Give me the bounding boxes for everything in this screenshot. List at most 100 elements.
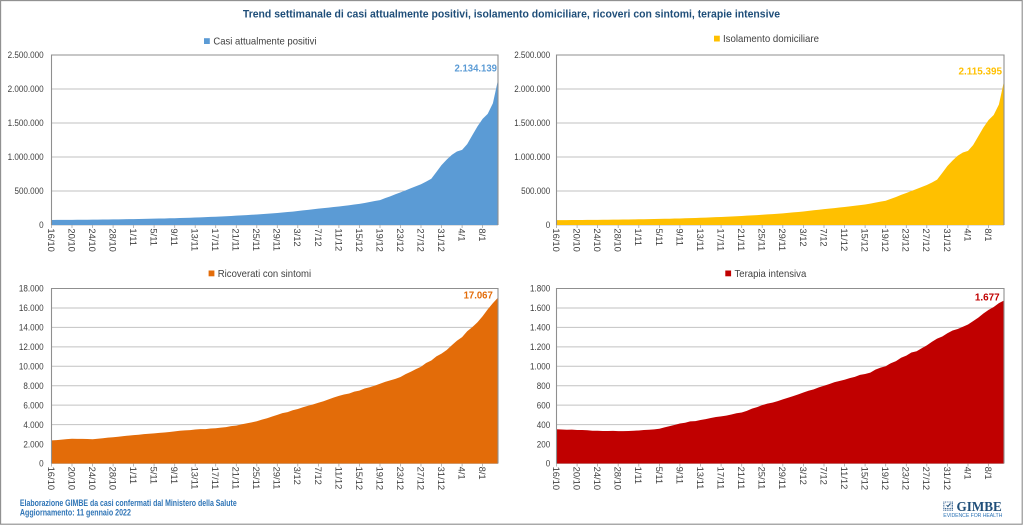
svg-text:6.000: 6.000: [23, 400, 43, 410]
svg-text:5/11: 5/11: [149, 467, 160, 485]
svg-text:0: 0: [546, 220, 551, 230]
svg-text:0: 0: [39, 220, 44, 230]
svg-text:17.067: 17.067: [464, 291, 494, 302]
svg-text:16/10: 16/10: [46, 228, 57, 251]
svg-text:4/1: 4/1: [457, 467, 468, 480]
svg-text:400: 400: [537, 420, 550, 430]
svg-text:1.600: 1.600: [530, 303, 550, 313]
svg-text:500.000: 500.000: [15, 186, 44, 196]
svg-text:15/12: 15/12: [354, 228, 365, 251]
svg-text:13/11: 13/11: [190, 228, 201, 251]
svg-text:Terapia intensiva: Terapia intensiva: [735, 269, 807, 280]
svg-text:14.000: 14.000: [19, 323, 44, 333]
svg-text:2.000: 2.000: [23, 439, 43, 449]
svg-text:25/11: 25/11: [757, 467, 768, 490]
svg-text:3/12: 3/12: [798, 228, 809, 246]
svg-text:1.000.000: 1.000.000: [8, 152, 44, 162]
svg-text:16/10: 16/10: [46, 467, 57, 490]
svg-text:23/12: 23/12: [395, 467, 406, 490]
svg-text:17/11: 17/11: [716, 228, 727, 251]
svg-text:28/10: 28/10: [108, 228, 119, 251]
svg-text:1.000: 1.000: [530, 361, 550, 371]
svg-text:25/11: 25/11: [251, 228, 262, 251]
svg-text:27/12: 27/12: [415, 228, 426, 251]
svg-text:24/10: 24/10: [87, 228, 98, 251]
svg-text:31/12: 31/12: [436, 467, 447, 490]
svg-text:20/10: 20/10: [66, 467, 77, 490]
svg-text:2.115.395: 2.115.395: [959, 66, 1003, 77]
svg-text:2.500.000: 2.500.000: [514, 50, 550, 60]
svg-text:1/11: 1/11: [633, 467, 644, 485]
svg-text:0: 0: [546, 459, 551, 469]
svg-text:Isolamento domiciliare: Isolamento domiciliare: [723, 34, 819, 45]
svg-text:8/1: 8/1: [983, 467, 994, 480]
svg-text:3/12: 3/12: [292, 467, 303, 485]
svg-text:13/11: 13/11: [190, 467, 201, 490]
svg-text:27/12: 27/12: [415, 467, 426, 490]
svg-text:2.134.139: 2.134.139: [455, 64, 498, 75]
svg-text:4/1: 4/1: [962, 228, 973, 241]
svg-text:7/12: 7/12: [313, 228, 324, 246]
svg-text:1.677: 1.677: [975, 292, 1000, 303]
svg-text:15/12: 15/12: [354, 467, 365, 490]
svg-text:800: 800: [537, 381, 550, 391]
svg-text:13/11: 13/11: [695, 228, 706, 251]
svg-text:17/11: 17/11: [210, 467, 221, 490]
svg-text:Trend settimanale di casi attu: Trend settimanale di casi attualmente po…: [243, 8, 780, 20]
svg-text:21/11: 21/11: [736, 228, 747, 251]
svg-text:17/11: 17/11: [210, 228, 221, 251]
svg-text:7/12: 7/12: [818, 228, 829, 246]
svg-text:1.500.000: 1.500.000: [514, 118, 550, 128]
svg-text:19/12: 19/12: [880, 228, 891, 251]
svg-text:7/12: 7/12: [313, 467, 324, 485]
svg-text:15/12: 15/12: [860, 228, 871, 251]
svg-text:25/11: 25/11: [251, 467, 262, 490]
svg-text:23/12: 23/12: [901, 228, 912, 251]
svg-text:19/12: 19/12: [374, 467, 385, 490]
svg-text:20/10: 20/10: [66, 228, 77, 251]
svg-text:10.000: 10.000: [19, 361, 44, 371]
svg-text:8/1: 8/1: [983, 228, 994, 241]
svg-text:24/10: 24/10: [592, 467, 603, 490]
svg-text:18.000: 18.000: [19, 284, 44, 294]
svg-text:8/1: 8/1: [477, 228, 488, 241]
svg-text:29/11: 29/11: [272, 228, 283, 251]
svg-text:1/11: 1/11: [633, 228, 644, 246]
svg-text:28/10: 28/10: [108, 467, 119, 490]
svg-text:500.000: 500.000: [521, 186, 550, 196]
svg-text:GIMBE: GIMBE: [957, 499, 1002, 514]
svg-text:25/11: 25/11: [757, 228, 768, 251]
svg-text:19/12: 19/12: [880, 467, 891, 490]
svg-text:20/10: 20/10: [572, 228, 583, 251]
svg-text:24/10: 24/10: [592, 228, 603, 251]
svg-text:16/10: 16/10: [551, 467, 562, 490]
svg-text:7/12: 7/12: [818, 467, 829, 485]
svg-text:31/12: 31/12: [436, 228, 447, 251]
svg-text:1.500.000: 1.500.000: [8, 118, 44, 128]
svg-text:Aggiornamento: 11 gennaio 2022: Aggiornamento: 11 gennaio 2022: [20, 508, 131, 518]
svg-text:23/12: 23/12: [901, 467, 912, 490]
svg-text:11/12: 11/12: [839, 467, 850, 490]
svg-text:4/1: 4/1: [962, 467, 973, 480]
svg-text:EVIDENCE FOR HEALTH: EVIDENCE FOR HEALTH: [943, 513, 1002, 519]
svg-text:2.000.000: 2.000.000: [8, 84, 44, 94]
svg-text:31/12: 31/12: [942, 467, 953, 490]
svg-text:1.400: 1.400: [530, 323, 550, 333]
svg-text:29/11: 29/11: [272, 467, 283, 490]
svg-text:9/11: 9/11: [169, 228, 180, 246]
svg-text:27/12: 27/12: [921, 228, 932, 251]
svg-text:23/12: 23/12: [395, 228, 406, 251]
svg-text:21/11: 21/11: [231, 467, 242, 490]
svg-text:Casi attualmente positivi: Casi attualmente positivi: [213, 37, 316, 48]
svg-text:9/11: 9/11: [674, 228, 685, 246]
svg-text:3/12: 3/12: [292, 228, 303, 246]
svg-text:8.000: 8.000: [23, 381, 43, 391]
svg-text:600: 600: [537, 400, 550, 410]
svg-text:4/1: 4/1: [457, 228, 468, 241]
svg-text:Elaborazione GIMBE da casi con: Elaborazione GIMBE da casi confermati da…: [20, 498, 237, 508]
svg-text:1.000.000: 1.000.000: [514, 152, 550, 162]
svg-text:11/12: 11/12: [333, 467, 344, 490]
svg-text:20/10: 20/10: [572, 467, 583, 490]
svg-text:17/11: 17/11: [716, 467, 727, 490]
svg-text:1/11: 1/11: [128, 467, 139, 485]
